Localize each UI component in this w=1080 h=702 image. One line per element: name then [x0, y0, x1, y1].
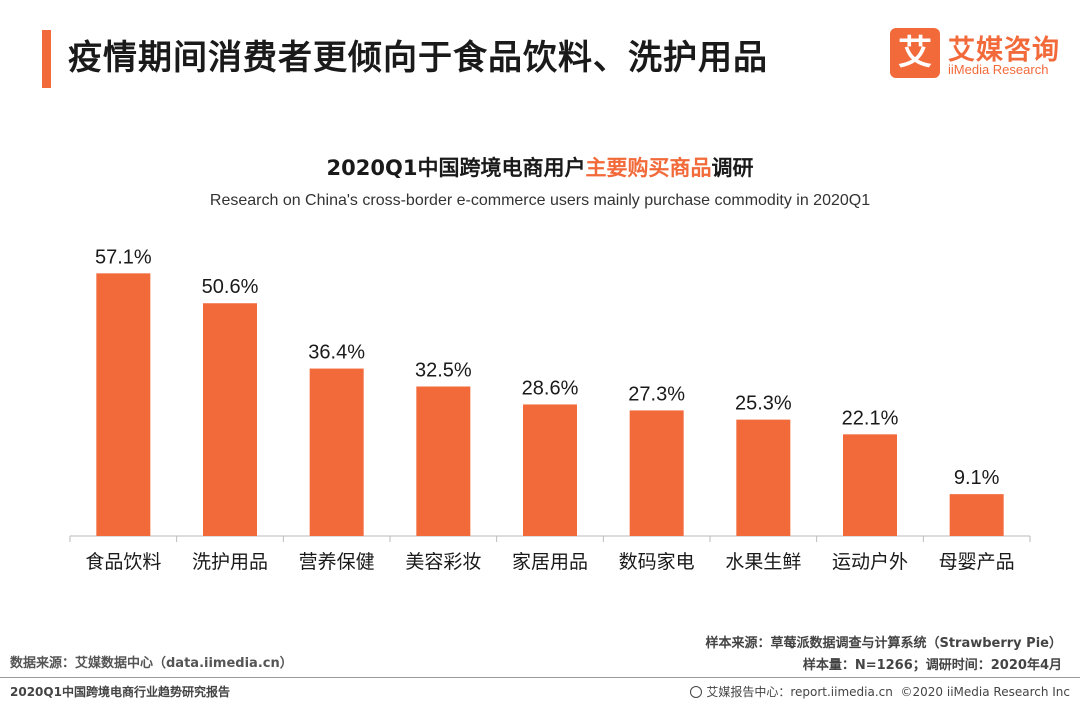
page-title: 疫情期间消费者更倾向于食品饮料、洗护用品 [68, 38, 768, 78]
sample-source: 样本来源：草莓派数据调查与计算系统（Strawberry Pie） [705, 636, 1062, 651]
x-tick-label: 美容彩妆 [405, 551, 481, 573]
globe-icon [690, 686, 703, 698]
bar [523, 404, 577, 536]
bar [949, 494, 1004, 536]
bar-value-label: 50.6% [202, 276, 259, 298]
logo-name-en: iiMedia Research [948, 62, 1049, 77]
x-tick-label: 水果生鲜 [725, 551, 801, 573]
bar [629, 410, 684, 536]
logo-mark: 艾 [890, 28, 940, 78]
bar [843, 434, 897, 536]
bar [416, 386, 471, 536]
chart-title-prefix: 2020Q1中国跨境电商用户 [326, 156, 586, 180]
title-accent-bar [42, 30, 51, 88]
bar-value-label: 28.6% [522, 377, 579, 399]
bar [96, 273, 151, 536]
chart-title: 2020Q1中国跨境电商用户主要购买商品调研 [0, 152, 1080, 182]
iimedia-logo: 艾 艾媒咨询 iiMedia Research [890, 28, 1070, 84]
x-tick-label: 数码家电 [619, 551, 695, 573]
logo-name-cn: 艾媒咨询 [948, 35, 1060, 66]
bar-value-label: 9.1% [954, 467, 1000, 489]
chart-subtitle: Research on China's cross-border e-comme… [209, 192, 871, 209]
report-name: 2020Q1中国跨境电商行业趋势研究报告 [10, 685, 230, 699]
bar [736, 419, 791, 536]
x-tick-label: 食品饮料 [85, 551, 161, 573]
x-tick-label: 营养保健 [299, 551, 375, 573]
bar-value-label: 25.3% [735, 393, 792, 415]
bar-value-label: 57.1% [95, 246, 152, 268]
bar-chart: 57.1% 食品饮料 50.6% 洗护用品 36.4% 营养保健 32.5% 美容彩妆 28.6… [69, 246, 1031, 573]
bar [309, 368, 364, 536]
chart-title-suffix: 调研 [711, 156, 754, 180]
x-tick-label: 母婴产品 [939, 551, 1015, 573]
bar-value-label: 22.1% [842, 407, 899, 429]
footer-links: 艾媒报告中心：report.iimedia.cn ©2020 iiMedia R… [690, 683, 1070, 700]
footer-divider [0, 677, 1080, 678]
data-source: 数据来源：艾媒数据中心（data.iimedia.cn） [10, 656, 293, 671]
bar-value-label: 36.4% [308, 342, 365, 364]
bar [203, 303, 257, 536]
bar-value-label: 27.3% [628, 383, 685, 405]
x-tick-label: 运动户外 [832, 551, 908, 573]
sample-info: 样本量：N=1266；调研时间：2020年4月 [802, 658, 1062, 673]
x-tick-label: 家居用品 [512, 551, 588, 573]
copyright: ©2020 iiMedia Research Inc [900, 685, 1070, 699]
bar-value-label: 32.5% [415, 360, 472, 382]
report-center-link[interactable]: 艾媒报告中心：report.iimedia.cn [706, 685, 893, 699]
chart-title-highlight: 主要购买商品 [585, 156, 712, 180]
x-tick-label: 洗护用品 [192, 551, 268, 573]
